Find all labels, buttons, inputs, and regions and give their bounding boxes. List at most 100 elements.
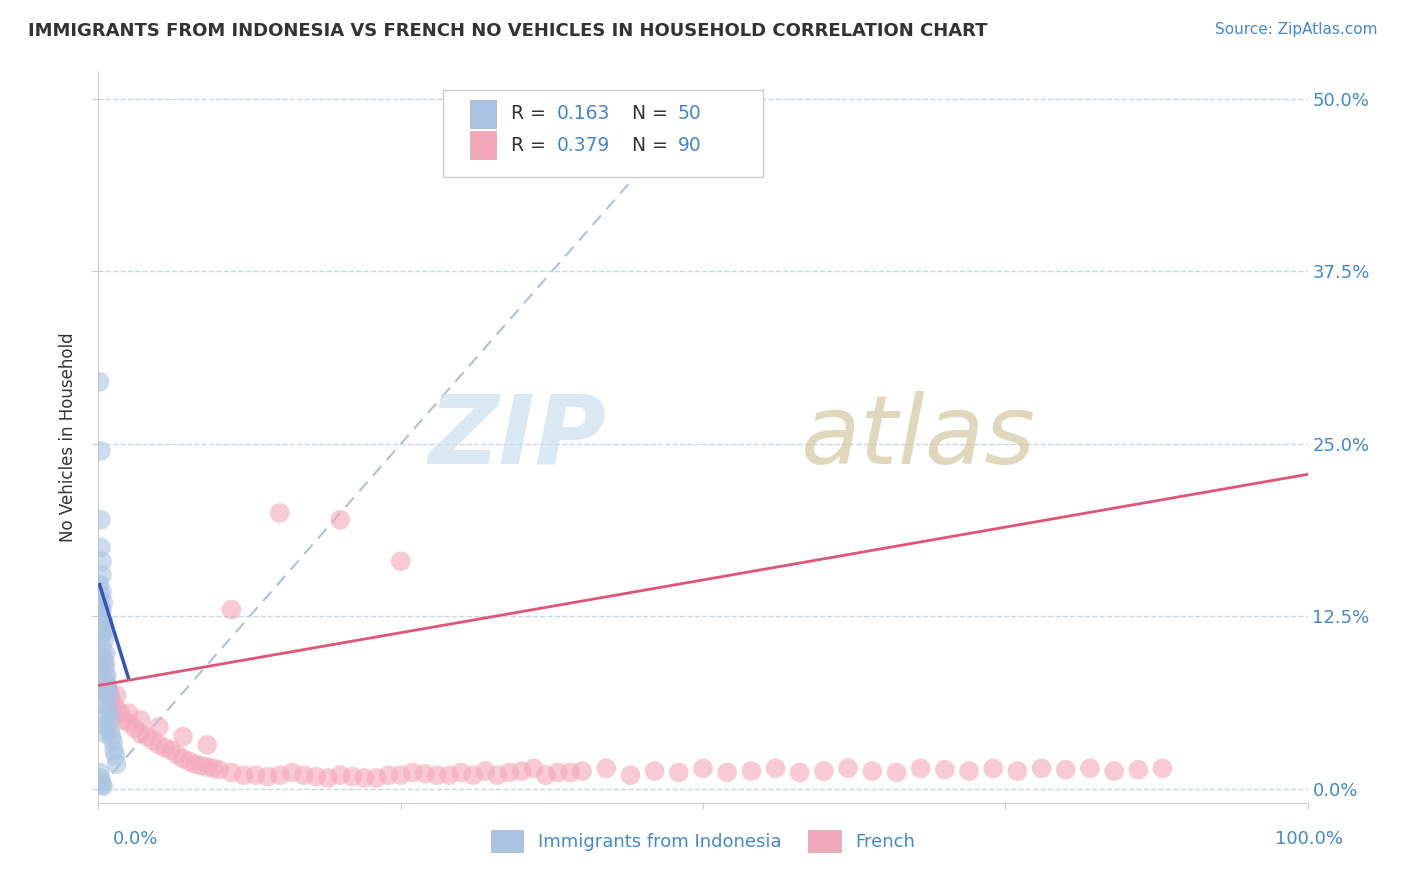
- Point: [1054, 763, 1077, 777]
- Point: [111, 713, 134, 727]
- Point: [366, 771, 388, 785]
- Point: [91, 602, 114, 616]
- Point: [91, 697, 114, 711]
- Point: [90, 660, 112, 674]
- Point: [93, 660, 115, 674]
- Point: [221, 602, 243, 616]
- Point: [90, 443, 112, 458]
- Point: [91, 651, 114, 665]
- Point: [523, 761, 546, 775]
- Point: [124, 721, 146, 735]
- Point: [498, 765, 520, 780]
- FancyBboxPatch shape: [443, 90, 763, 178]
- Point: [160, 743, 183, 757]
- Point: [93, 655, 115, 669]
- Point: [89, 578, 111, 592]
- Point: [281, 765, 304, 780]
- Point: [1031, 761, 1053, 775]
- Point: [813, 764, 835, 778]
- Point: [716, 765, 738, 780]
- Point: [94, 647, 117, 661]
- Point: [104, 748, 127, 763]
- Point: [98, 706, 121, 720]
- Text: R =: R =: [510, 104, 551, 123]
- Point: [342, 770, 364, 784]
- Point: [316, 771, 339, 785]
- Point: [437, 768, 460, 782]
- Point: [94, 657, 117, 672]
- Point: [934, 763, 956, 777]
- Point: [245, 768, 267, 782]
- Point: [100, 713, 122, 727]
- Point: [886, 765, 908, 780]
- Point: [93, 624, 115, 638]
- Point: [221, 765, 243, 780]
- Text: 100.0%: 100.0%: [1275, 830, 1343, 847]
- Point: [172, 751, 194, 765]
- Point: [981, 761, 1004, 775]
- Point: [91, 596, 114, 610]
- Point: [91, 710, 114, 724]
- Point: [402, 765, 425, 780]
- Text: 50: 50: [678, 104, 702, 123]
- Point: [105, 688, 128, 702]
- Point: [94, 727, 117, 741]
- Point: [195, 738, 218, 752]
- Point: [142, 733, 165, 747]
- Text: 0.163: 0.163: [557, 104, 610, 123]
- Point: [96, 678, 118, 692]
- Point: [619, 768, 641, 782]
- Point: [202, 761, 225, 775]
- Point: [644, 764, 666, 778]
- Point: [789, 765, 811, 780]
- Point: [91, 779, 114, 793]
- Point: [208, 763, 231, 777]
- Text: N =: N =: [631, 136, 673, 154]
- Point: [190, 758, 212, 772]
- Point: [571, 764, 593, 778]
- Point: [910, 761, 932, 775]
- Y-axis label: No Vehicles in Household: No Vehicles in Household: [59, 332, 77, 542]
- Point: [148, 738, 170, 752]
- Point: [90, 605, 112, 619]
- Text: N =: N =: [631, 104, 673, 123]
- Point: [353, 771, 375, 785]
- Point: [377, 768, 399, 782]
- Point: [166, 747, 188, 762]
- Point: [232, 768, 254, 782]
- Point: [510, 764, 533, 778]
- Point: [269, 506, 291, 520]
- Point: [105, 757, 128, 772]
- Point: [118, 715, 141, 730]
- Text: R =: R =: [510, 136, 551, 154]
- Point: [148, 720, 170, 734]
- Point: [94, 669, 117, 683]
- Text: Source: ZipAtlas.com: Source: ZipAtlas.com: [1215, 22, 1378, 37]
- Point: [474, 764, 496, 778]
- Point: [97, 688, 120, 702]
- Point: [1007, 764, 1029, 778]
- Point: [100, 724, 122, 739]
- Text: ZIP: ZIP: [429, 391, 606, 483]
- Point: [91, 778, 114, 792]
- Point: [1152, 761, 1174, 775]
- Point: [135, 730, 157, 744]
- Point: [93, 718, 115, 732]
- Point: [329, 513, 352, 527]
- Point: [89, 765, 111, 780]
- Point: [256, 770, 278, 784]
- Point: [97, 682, 120, 697]
- Point: [692, 761, 714, 775]
- Point: [860, 764, 883, 778]
- Point: [595, 761, 617, 775]
- Point: [91, 616, 114, 631]
- Point: [184, 757, 207, 772]
- Point: [100, 730, 122, 744]
- FancyBboxPatch shape: [470, 100, 496, 128]
- Point: [89, 375, 111, 389]
- Point: [105, 702, 128, 716]
- Point: [269, 768, 291, 782]
- Text: 0.379: 0.379: [557, 136, 610, 154]
- Point: [740, 764, 762, 778]
- Point: [547, 765, 569, 780]
